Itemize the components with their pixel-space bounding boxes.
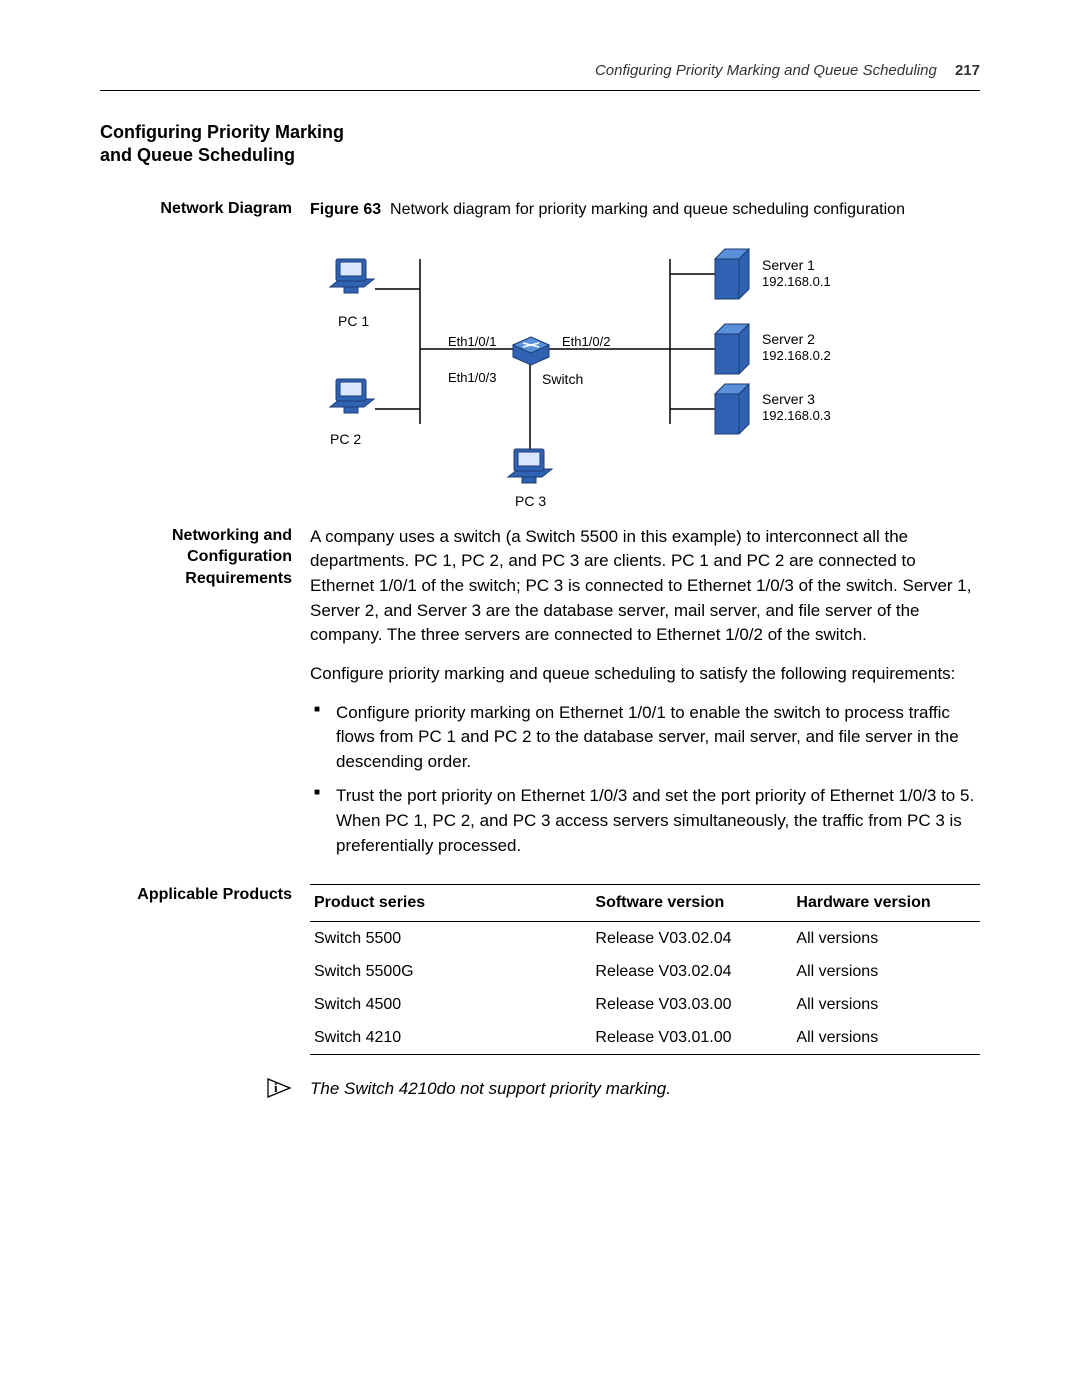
label-server3-ip: 192.168.0.3 bbox=[762, 407, 831, 426]
td: All versions bbox=[792, 921, 980, 955]
label-eth1: Eth1/0/1 bbox=[448, 333, 496, 352]
note-text: The Switch 4210do not support priority m… bbox=[310, 1077, 671, 1102]
label-pc2: PC 2 bbox=[330, 429, 361, 449]
section-title: Configuring Priority Marking and Queue S… bbox=[100, 121, 360, 168]
note-icon-cell: i bbox=[100, 1077, 310, 1107]
header-rule bbox=[100, 90, 980, 91]
heading-applicable-products: Applicable Products bbox=[100, 884, 310, 906]
heading-network-diagram: Network Diagram bbox=[100, 198, 310, 220]
req-bullets: Configure priority marking on Ethernet 1… bbox=[310, 701, 980, 859]
row-requirements: Networking and Configuration Requirement… bbox=[100, 525, 980, 869]
running-header: Configuring Priority Marking and Queue S… bbox=[100, 60, 980, 82]
table-row: Switch 5500G Release V03.02.04 All versi… bbox=[310, 955, 980, 988]
figure-caption-text: Network diagram for priority marking and… bbox=[390, 201, 905, 218]
page: Configuring Priority Marking and Queue S… bbox=[0, 0, 1080, 1167]
label-switch: Switch bbox=[542, 369, 583, 389]
req-para2: Configure priority marking and queue sch… bbox=[310, 662, 980, 687]
req-para1: A company uses a switch (a Switch 5500 i… bbox=[310, 525, 980, 648]
td: Release V03.03.00 bbox=[591, 988, 792, 1021]
figure-caption: Figure 63 Network diagram for priority m… bbox=[310, 198, 980, 221]
row-note: i The Switch 4210do not support priority… bbox=[100, 1077, 980, 1107]
td: Switch 4210 bbox=[310, 1021, 591, 1055]
td: All versions bbox=[792, 988, 980, 1021]
content-network-diagram: Figure 63 Network diagram for priority m… bbox=[310, 198, 980, 509]
content-requirements: A company uses a switch (a Switch 5500 i… bbox=[310, 525, 980, 869]
row-network-diagram: Network Diagram Figure 63 Network diagra… bbox=[100, 198, 980, 509]
req-bullet-2: Trust the port priority on Ethernet 1/0/… bbox=[310, 784, 980, 858]
label-server1-ip: 192.168.0.1 bbox=[762, 273, 831, 292]
label-eth2: Eth1/0/2 bbox=[562, 333, 610, 352]
content-applicable-products: Product series Software version Hardware… bbox=[310, 884, 980, 1055]
th-hardware-version: Hardware version bbox=[792, 885, 980, 921]
table-header-row: Product series Software version Hardware… bbox=[310, 885, 980, 921]
svg-text:i: i bbox=[274, 1080, 278, 1095]
th-product-series: Product series bbox=[310, 885, 591, 921]
td: Switch 5500 bbox=[310, 921, 591, 955]
td: Release V03.02.04 bbox=[591, 955, 792, 988]
info-icon: i bbox=[266, 1077, 292, 1107]
table-row: Switch 4500 Release V03.03.00 All versio… bbox=[310, 988, 980, 1021]
req-bullet-1: Configure priority marking on Ethernet 1… bbox=[310, 701, 980, 775]
network-diagram: PC 1 PC 2 PC 3 Eth1/0/1 Eth1/0/2 Eth1/0/… bbox=[310, 229, 890, 509]
td: Release V03.01.00 bbox=[591, 1021, 792, 1055]
running-title: Configuring Priority Marking and Queue S… bbox=[595, 62, 937, 79]
td: Release V03.02.04 bbox=[591, 921, 792, 955]
table-row: Switch 5500 Release V03.02.04 All versio… bbox=[310, 921, 980, 955]
td: All versions bbox=[792, 955, 980, 988]
label-pc3: PC 3 bbox=[515, 491, 546, 511]
td: Switch 5500G bbox=[310, 955, 591, 988]
label-eth3: Eth1/0/3 bbox=[448, 369, 496, 388]
page-number: 217 bbox=[955, 62, 980, 79]
products-table: Product series Software version Hardware… bbox=[310, 884, 980, 1055]
label-pc1: PC 1 bbox=[338, 311, 369, 331]
th-software-version: Software version bbox=[591, 885, 792, 921]
table-row: Switch 4210 Release V03.01.00 All versio… bbox=[310, 1021, 980, 1055]
heading-requirements: Networking and Configuration Requirement… bbox=[100, 525, 310, 590]
td: All versions bbox=[792, 1021, 980, 1055]
row-applicable-products: Applicable Products Product series Softw… bbox=[100, 884, 980, 1055]
td: Switch 4500 bbox=[310, 988, 591, 1021]
label-server2-ip: 192.168.0.2 bbox=[762, 347, 831, 366]
figure-label: Figure 63 bbox=[310, 201, 381, 218]
